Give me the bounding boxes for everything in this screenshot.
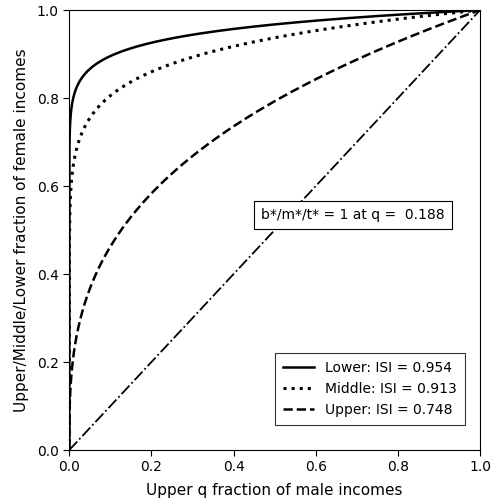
Y-axis label: Upper/Middle/Lower fraction of female incomes: Upper/Middle/Lower fraction of female in… xyxy=(13,48,29,412)
Legend: Lower: ISI = 0.954, Middle: ISI = 0.913, Upper: ISI = 0.748: Lower: ISI = 0.954, Middle: ISI = 0.913,… xyxy=(275,353,465,426)
X-axis label: Upper q fraction of male incomes: Upper q fraction of male incomes xyxy=(147,483,403,498)
Text: b*/m*/t* = 1 at q =  0.188: b*/m*/t* = 1 at q = 0.188 xyxy=(261,208,445,222)
